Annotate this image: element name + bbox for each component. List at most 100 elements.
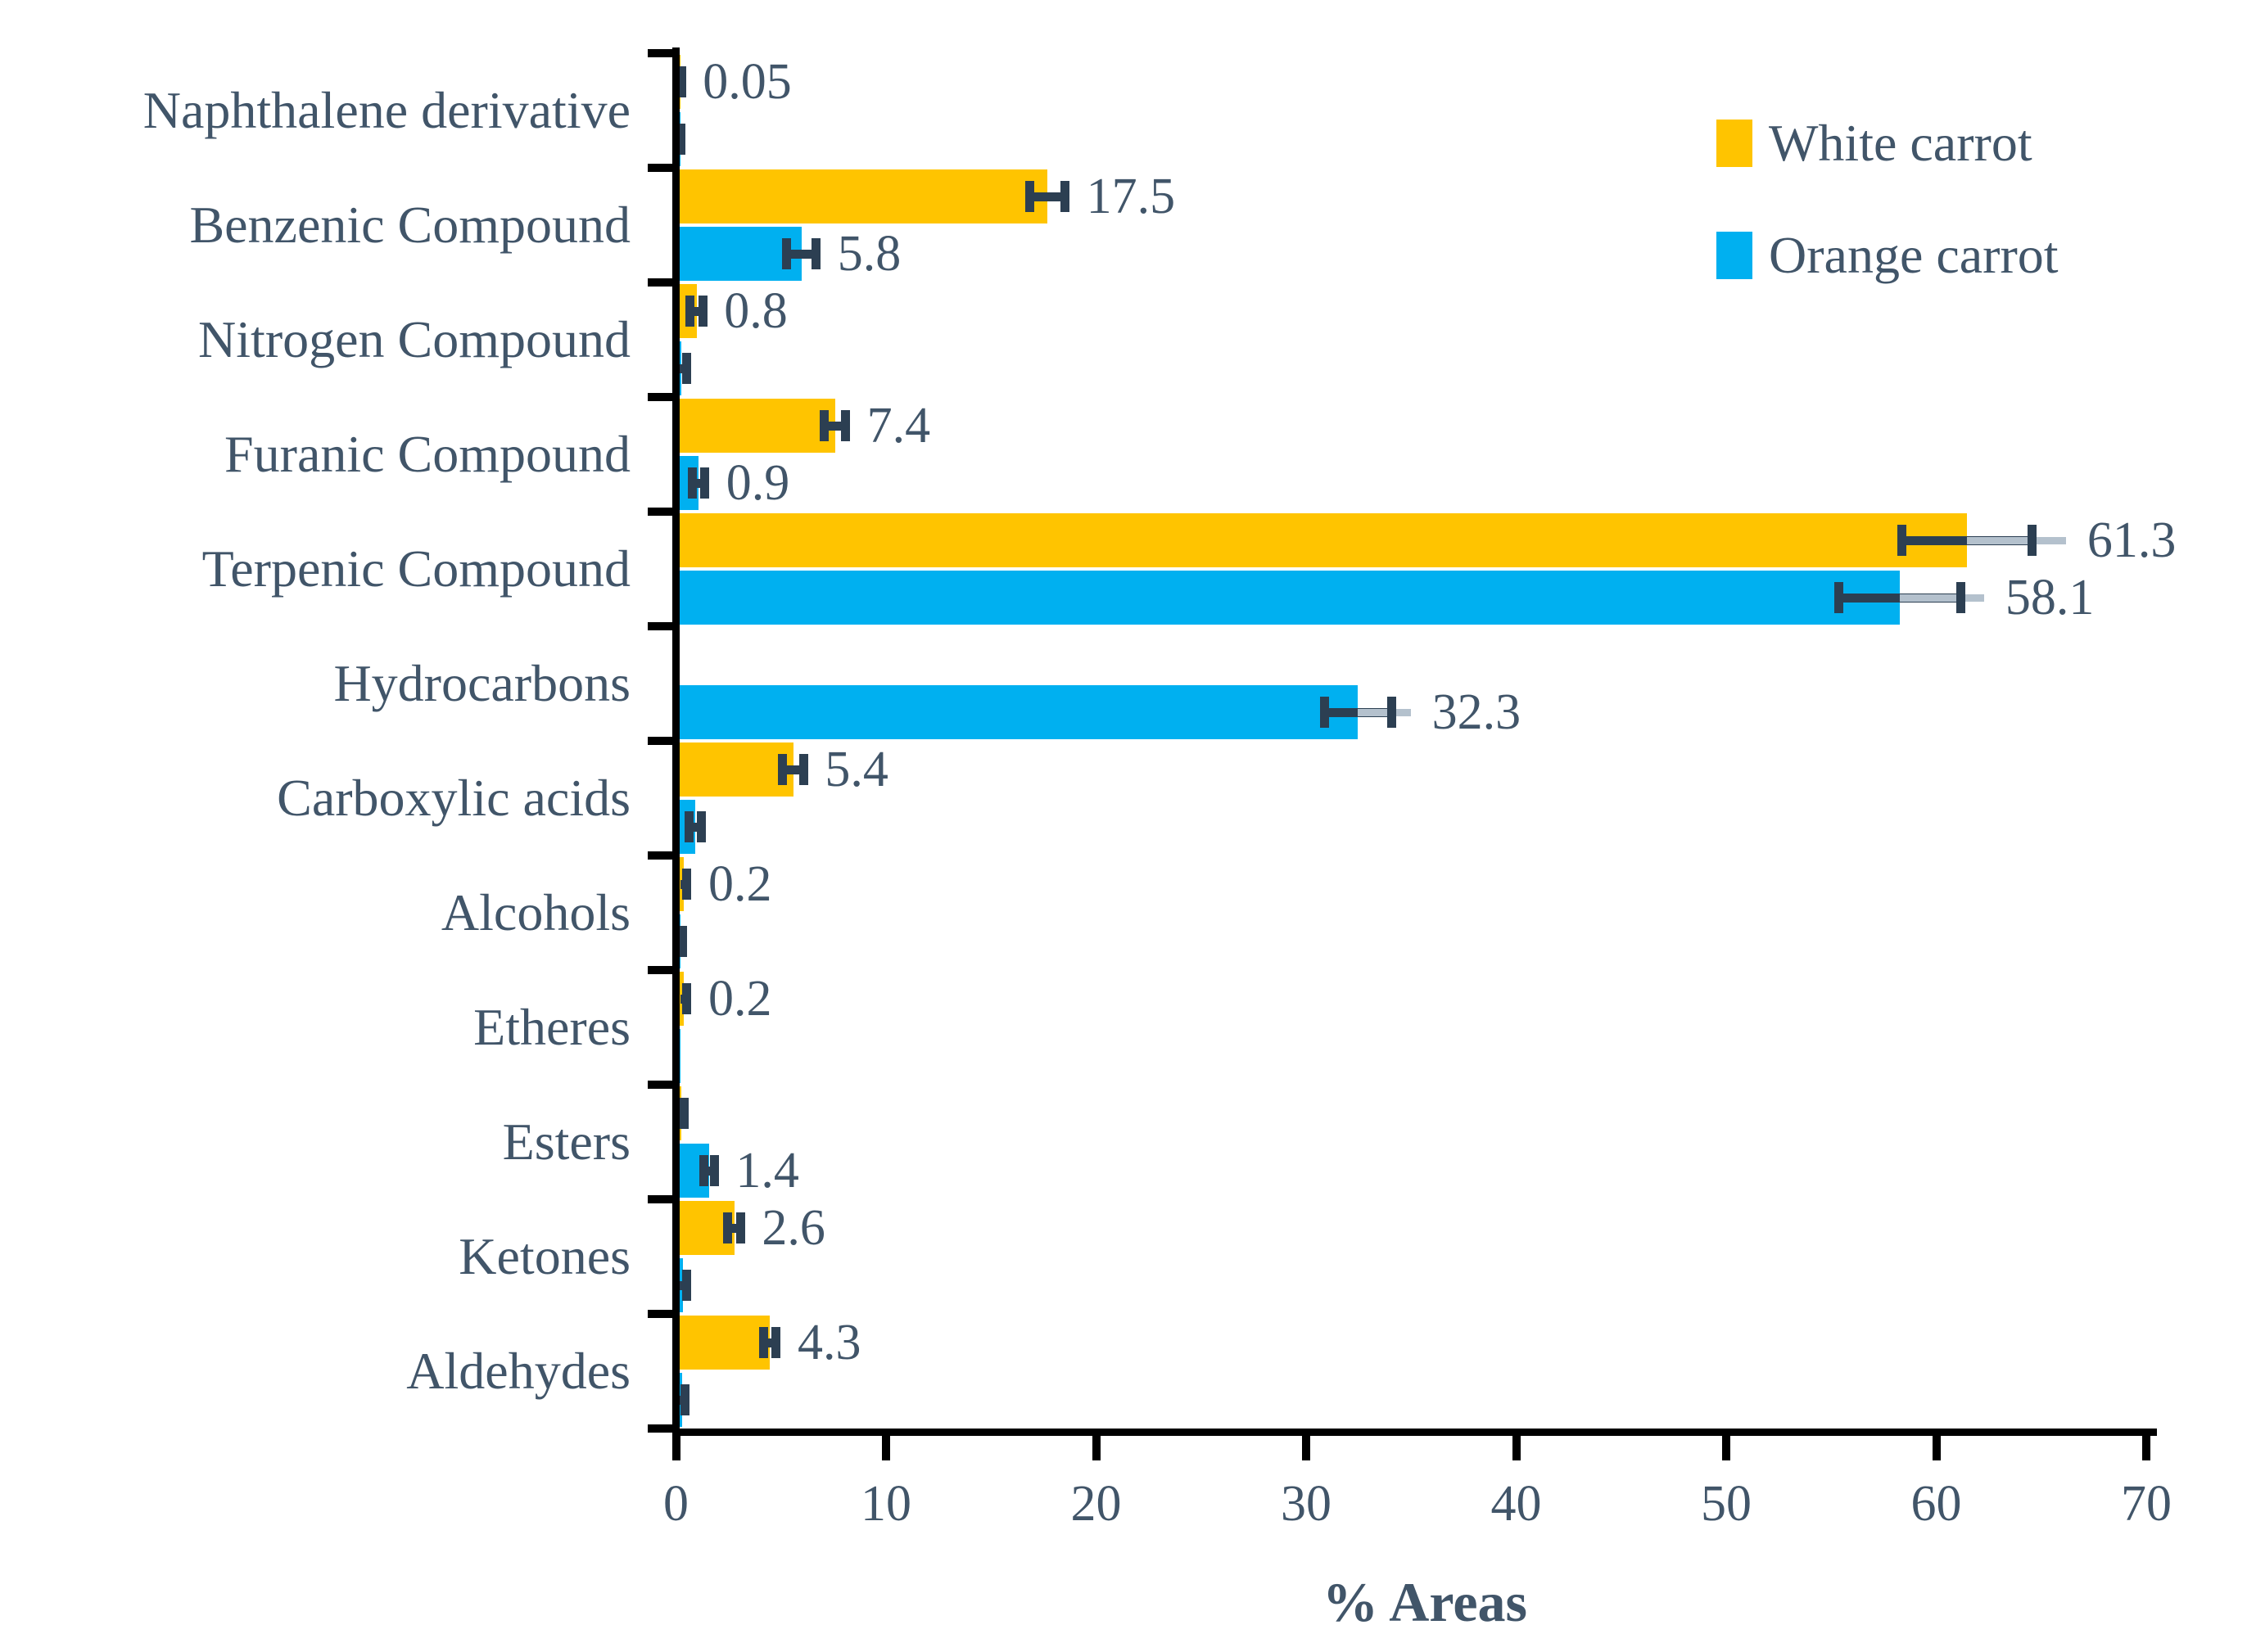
y-axis-tick bbox=[648, 278, 672, 287]
error-bar-cap-right bbox=[1060, 181, 1070, 212]
y-axis-tick bbox=[648, 1424, 672, 1433]
value-label: 5.8 bbox=[837, 225, 902, 282]
y-axis-tick bbox=[648, 737, 672, 745]
value-label: 58.1 bbox=[2005, 569, 2095, 625]
category-label: Aldehydes bbox=[406, 1342, 631, 1400]
error-bar-cap-right bbox=[676, 66, 686, 97]
error-bar-cap-right bbox=[676, 124, 685, 155]
error-bar-cap-right bbox=[798, 754, 808, 785]
bar-orange-carrot bbox=[680, 571, 1901, 625]
error-bar-cap-left bbox=[778, 754, 788, 785]
error-bar-line bbox=[1901, 535, 2032, 545]
x-tick-label: 10 bbox=[861, 1476, 911, 1532]
category-label: Nitrogen Compound bbox=[198, 310, 631, 368]
category-label: Hydrocarbons bbox=[333, 654, 631, 712]
y-axis-tick bbox=[648, 1310, 672, 1318]
error-bar-cap-right bbox=[681, 353, 691, 384]
x-axis-tick bbox=[1722, 1436, 1730, 1460]
error-bar-cap-right bbox=[682, 983, 692, 1014]
bar-white-carrot bbox=[680, 513, 1968, 567]
error-bar-cap-left bbox=[820, 410, 830, 441]
error-bar-gray-line bbox=[1967, 536, 2066, 544]
value-label: 4.3 bbox=[797, 1314, 861, 1370]
error-bar-cap-left bbox=[759, 1327, 769, 1358]
value-label: 0.8 bbox=[724, 282, 788, 339]
error-bar-line bbox=[727, 1223, 741, 1233]
bar-orange-carrot bbox=[680, 227, 802, 281]
value-label: 17.5 bbox=[1086, 168, 1176, 224]
category-label: Terpenic Compound bbox=[201, 539, 631, 598]
y-axis-tick bbox=[648, 966, 672, 974]
x-tick-label: 20 bbox=[1070, 1476, 1122, 1532]
error-bar-cap-right bbox=[1387, 697, 1397, 728]
y-axis-tick bbox=[648, 49, 672, 57]
x-tick-label: 30 bbox=[1281, 1476, 1331, 1532]
error-bar-line bbox=[692, 478, 705, 488]
error-bar-cap-right bbox=[2028, 525, 2037, 556]
error-bar-cap-right bbox=[697, 811, 707, 842]
y-axis-tick bbox=[648, 1081, 672, 1089]
y-axis-tick bbox=[648, 622, 672, 630]
x-axis-tick bbox=[1092, 1436, 1101, 1460]
error-bar-cap-right bbox=[812, 238, 821, 269]
legend-swatch-white-carrot bbox=[1716, 120, 1752, 167]
bar-white-carrot bbox=[680, 399, 835, 453]
x-axis-tick bbox=[1512, 1436, 1521, 1460]
value-label: 32.3 bbox=[1431, 684, 1521, 740]
category-label: Alcohols bbox=[441, 883, 631, 941]
category-label: Ketones bbox=[459, 1227, 631, 1285]
error-bar-cap-right bbox=[700, 467, 710, 499]
x-axis-line bbox=[672, 1429, 2157, 1436]
error-bar-cap-left bbox=[685, 811, 694, 842]
value-label: 0.05 bbox=[703, 53, 792, 110]
value-label: 0.2 bbox=[708, 855, 772, 912]
error-bar-cap-right bbox=[679, 1098, 689, 1129]
x-tick-label: 70 bbox=[2121, 1476, 2172, 1532]
value-label: 5.4 bbox=[825, 741, 888, 797]
value-label: 1.4 bbox=[735, 1142, 799, 1198]
error-bar-cap-left bbox=[687, 467, 697, 499]
category-label: Naphthalene derivative bbox=[142, 81, 631, 139]
error-bar-cap-left bbox=[1319, 697, 1329, 728]
error-bar-cap-right bbox=[735, 1212, 745, 1244]
y-axis-line bbox=[672, 47, 680, 1436]
legend-swatch-orange-carrot bbox=[1716, 232, 1752, 279]
error-bar-cap-right bbox=[682, 1270, 692, 1301]
error-bar-line bbox=[786, 249, 816, 259]
x-tick-label: 0 bbox=[663, 1476, 689, 1532]
x-tick-label: 50 bbox=[1701, 1476, 1752, 1532]
category-label: Furanic Compound bbox=[224, 425, 631, 483]
y-axis-tick bbox=[648, 851, 672, 860]
error-bar-cap-right bbox=[841, 410, 851, 441]
x-axis-title: % Areas bbox=[1322, 1571, 1527, 1633]
x-tick-label: 60 bbox=[1910, 1476, 1962, 1532]
value-label: 0.9 bbox=[726, 454, 790, 511]
y-axis-tick bbox=[648, 164, 672, 172]
error-bar-cap-left bbox=[699, 1155, 708, 1186]
legend-label-white-carrot: White carrot bbox=[1769, 114, 2032, 172]
error-bar-cap-left bbox=[782, 238, 792, 269]
bar-white-carrot bbox=[680, 169, 1047, 223]
category-label: Etheres bbox=[473, 998, 631, 1056]
error-bar-line bbox=[1029, 192, 1065, 201]
x-tick-label: 40 bbox=[1490, 1476, 1542, 1532]
error-bar-cap-right bbox=[678, 926, 688, 957]
error-bar-cap-left bbox=[723, 1212, 733, 1244]
error-bar-cap-right bbox=[682, 869, 692, 900]
x-axis-tick bbox=[1302, 1436, 1310, 1460]
error-bar-cap-right bbox=[771, 1327, 781, 1358]
error-bar-cap-right bbox=[680, 1384, 690, 1415]
bar-white-carrot bbox=[680, 742, 793, 797]
error-bar-gray-line bbox=[1358, 708, 1411, 716]
bar-orange-carrot bbox=[680, 685, 1359, 739]
x-axis-tick bbox=[671, 1436, 680, 1460]
error-bar-cap-right bbox=[1956, 582, 1966, 613]
value-label: 7.4 bbox=[866, 397, 931, 454]
x-axis-tick bbox=[2142, 1436, 2150, 1460]
error-bar-line bbox=[763, 1338, 776, 1347]
error-bar-cap-right bbox=[709, 1155, 719, 1186]
error-bar-cap-left bbox=[1897, 525, 1907, 556]
error-bar-cap-left bbox=[1024, 181, 1034, 212]
value-label: 2.6 bbox=[762, 1199, 825, 1256]
